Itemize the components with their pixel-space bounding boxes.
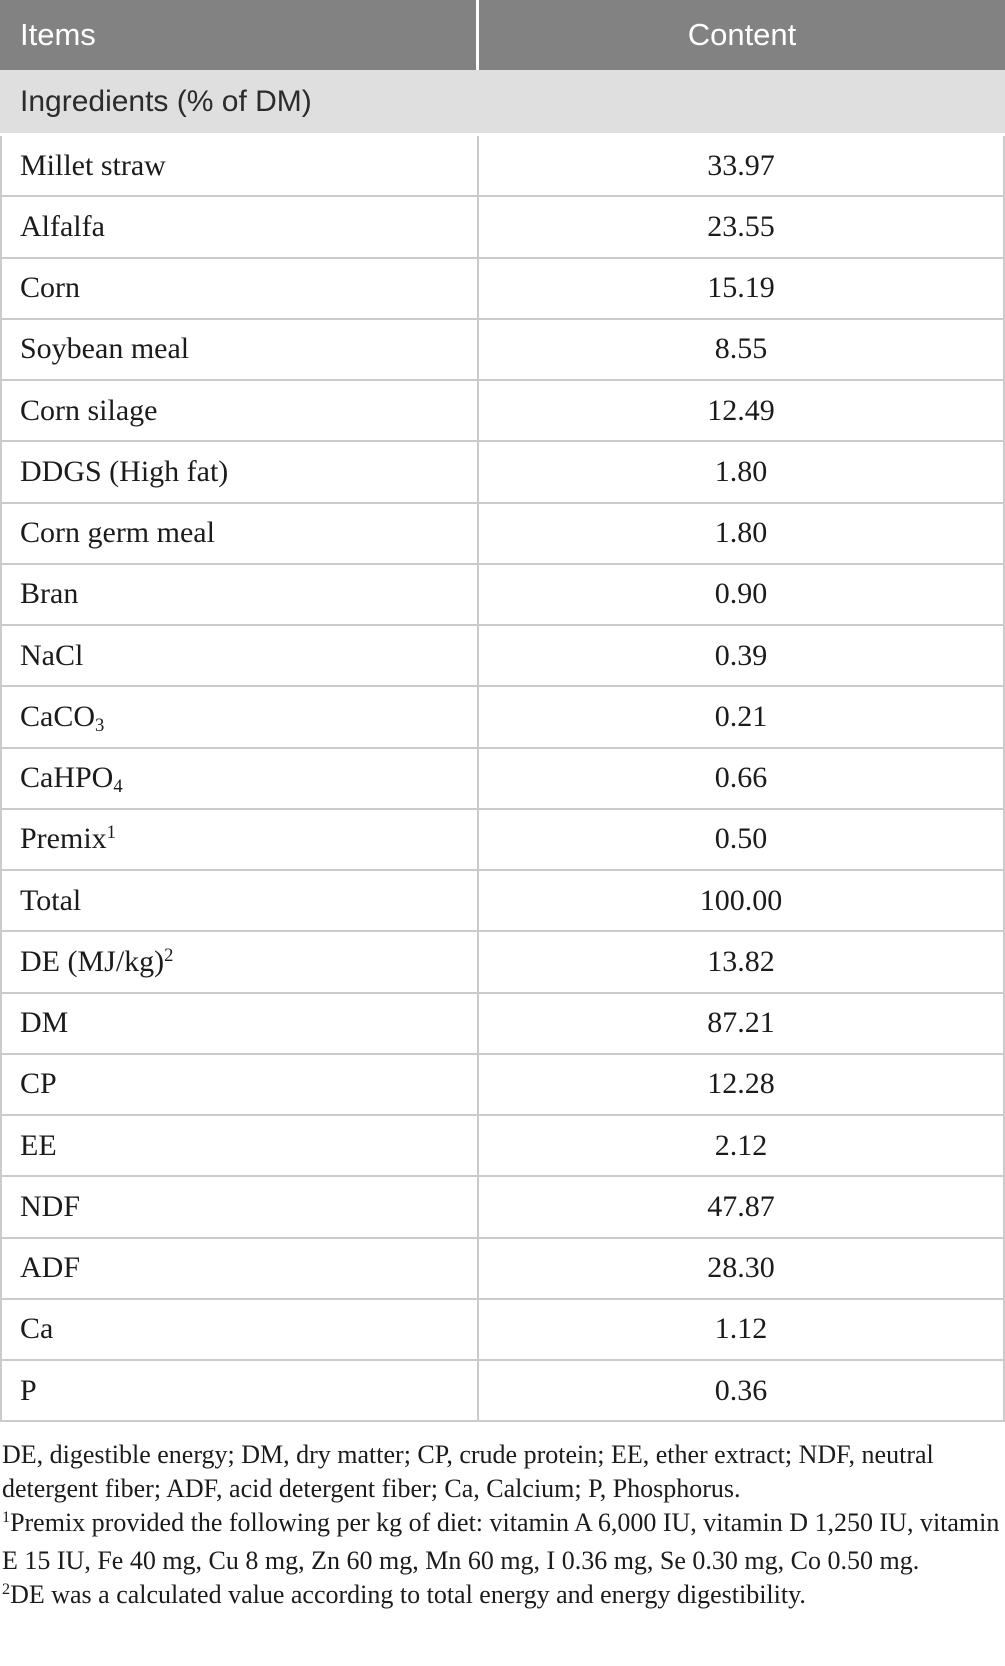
table-row: Premix1 0.50 xyxy=(2,809,1003,871)
item-cell: CP xyxy=(2,1054,479,1114)
item-cell: NDF xyxy=(2,1177,479,1237)
value-cell: 28.30 xyxy=(707,1251,775,1285)
table-row: Corn silage 12.49 xyxy=(2,381,1003,443)
value-cell: 12.49 xyxy=(707,393,775,427)
table-row: DM 87.21 xyxy=(2,993,1003,1055)
item-cell: Soybean meal xyxy=(2,319,479,379)
value-cell: 1.80 xyxy=(714,516,768,550)
footnote: DE, digestible energy; DM, dry matter; C… xyxy=(2,1440,934,1504)
value-cell: 0.36 xyxy=(714,1373,768,1407)
item-cell: NaCl xyxy=(2,626,479,686)
item-cell: P xyxy=(2,1361,479,1421)
value-cell: 33.97 xyxy=(707,148,775,182)
table-row: CP 12.28 xyxy=(2,1054,1003,1116)
table-row: DDGS (High fat) 1.80 xyxy=(2,442,1003,504)
footnotes: DE, digestible energy; DM, dry matter; C… xyxy=(0,1422,1005,1616)
table-row: P 0.36 xyxy=(2,1361,1003,1423)
table-row: ADF 28.30 xyxy=(2,1238,1003,1300)
item-cell: Corn silage xyxy=(2,381,479,441)
value-cell: 12.28 xyxy=(707,1067,775,1101)
value-cell: 8.55 xyxy=(714,332,768,366)
section-header-row: Ingredients (% of DM) xyxy=(0,70,1005,136)
value-cell: 0.50 xyxy=(714,822,768,856)
value-cell: 15.19 xyxy=(707,271,775,305)
table-row: CaHPO4 0.66 xyxy=(2,748,1003,810)
value-cell: 1.80 xyxy=(714,454,768,488)
value-cell: 100.00 xyxy=(699,883,783,917)
item-cell: DE (MJ/kg)2 xyxy=(2,932,479,992)
item-cell: DM xyxy=(2,993,479,1053)
item-cell: CaCO3 xyxy=(2,687,479,747)
table-body: Millet straw 33.97 Alfalfa 23.55 Corn 15.19 So… xyxy=(0,136,1005,1423)
value-cell: 47.87 xyxy=(707,1189,775,1223)
value-cell: 0.39 xyxy=(714,638,768,672)
footnote: 1Premix provided the following per kg of… xyxy=(2,1508,1000,1576)
item-cell: EE xyxy=(2,1116,479,1176)
item-cell: Millet straw xyxy=(2,136,479,196)
item-cell: Ca xyxy=(2,1299,479,1359)
item-cell: ADF xyxy=(2,1238,479,1298)
column-header-content: Content xyxy=(687,17,797,52)
value-cell: 0.66 xyxy=(714,761,768,795)
item-cell: Corn germ meal xyxy=(2,503,479,563)
value-cell: 0.21 xyxy=(714,699,768,733)
table-row: DE (MJ/kg)2 13.82 xyxy=(2,932,1003,994)
table-row: Alfalfa 23.55 xyxy=(2,197,1003,259)
table-row: NDF 47.87 xyxy=(2,1177,1003,1239)
value-cell: 2.12 xyxy=(714,1128,768,1162)
table-row: Total 100.00 xyxy=(2,871,1003,933)
table-row: Corn 15.19 xyxy=(2,258,1003,320)
item-cell: Total xyxy=(2,871,479,931)
item-cell: DDGS (High fat) xyxy=(2,442,479,502)
table-row: Millet straw 33.97 xyxy=(2,136,1003,198)
value-cell: 87.21 xyxy=(707,1006,775,1040)
value-cell: 1.12 xyxy=(714,1312,768,1346)
table-row: CaCO3 0.21 xyxy=(2,687,1003,749)
value-cell: 0.90 xyxy=(714,577,768,611)
item-cell: CaHPO4 xyxy=(2,748,479,808)
footnote: 2DE was a calculated value according to … xyxy=(2,1580,806,1610)
column-header-items: Items xyxy=(0,0,479,70)
item-cell: Premix1 xyxy=(2,809,479,869)
table-row: Soybean meal 8.55 xyxy=(2,319,1003,381)
table-row: Bran 0.90 xyxy=(2,564,1003,626)
table-row: NaCl 0.39 xyxy=(2,626,1003,688)
value-cell: 23.55 xyxy=(707,209,775,243)
item-cell: Bran xyxy=(2,564,479,624)
table-row: Ca 1.12 xyxy=(2,1299,1003,1361)
diet-composition-table: Items Content Ingredients (% of DM) Mill… xyxy=(0,0,1005,1616)
table-row: EE 2.12 xyxy=(2,1116,1003,1178)
item-cell: Corn xyxy=(2,258,479,318)
value-cell: 13.82 xyxy=(707,944,775,978)
section-header-label: Ingredients (% of DM) xyxy=(20,84,312,118)
item-cell: Alfalfa xyxy=(2,197,479,257)
table-header-row: Items Content xyxy=(0,0,1005,70)
table-row: Corn germ meal 1.80 xyxy=(2,503,1003,565)
